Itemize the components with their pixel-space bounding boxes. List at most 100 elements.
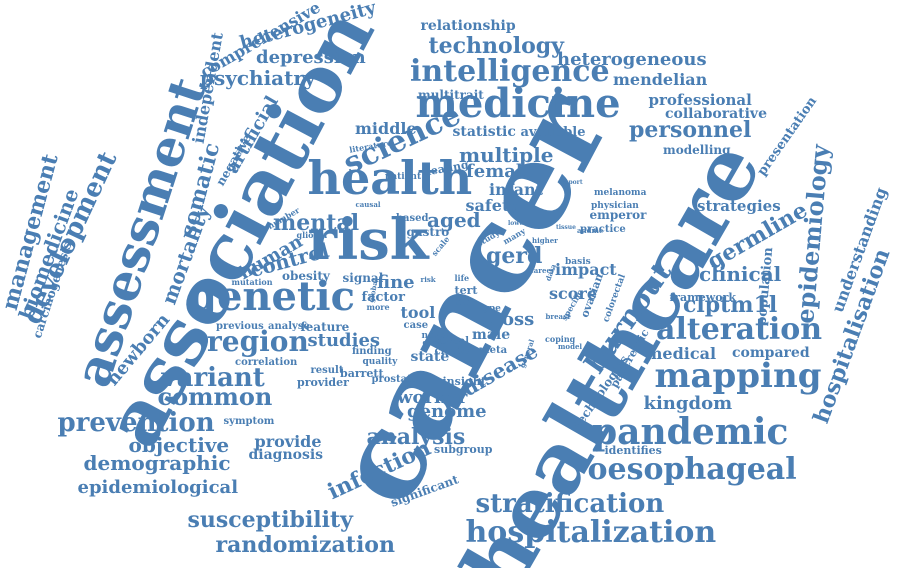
word-objective: objective bbox=[128, 433, 230, 457]
word-epidemiological: epidemiological bbox=[77, 477, 239, 498]
word-mutation: mutation bbox=[231, 277, 273, 287]
word-diagnosis: diagnosis bbox=[248, 447, 324, 463]
word-personnel: personnel bbox=[629, 117, 752, 143]
word-professional: professional bbox=[648, 90, 752, 109]
word-factor: factor bbox=[361, 289, 405, 305]
word-patient: patient bbox=[385, 171, 422, 182]
word-case: case bbox=[403, 320, 429, 331]
word-aged: aged bbox=[427, 208, 481, 232]
word-genome: genome bbox=[407, 401, 487, 422]
word-tert: tert bbox=[454, 283, 478, 297]
word-glioma: glioma bbox=[296, 230, 328, 240]
word-correlation: correlation bbox=[235, 357, 298, 368]
word-depression: depression bbox=[256, 47, 366, 68]
word-gerd: gerd bbox=[486, 243, 543, 269]
word-fine: fine bbox=[377, 272, 415, 293]
word-finding: finding bbox=[352, 346, 392, 357]
word-gastro: gastro bbox=[406, 225, 450, 239]
word-male: male bbox=[472, 327, 511, 343]
word-pandemic: pandemic bbox=[592, 411, 789, 453]
word-multitrait: multitrait bbox=[418, 88, 484, 102]
word-common: common bbox=[157, 382, 273, 411]
word-statistic: statistic bbox=[452, 124, 516, 140]
word-available: available bbox=[520, 124, 586, 140]
word-epidemiology: epidemiology bbox=[790, 143, 835, 325]
word-medical: medical bbox=[645, 344, 717, 363]
word-higher: higher bbox=[532, 235, 558, 245]
word-clinical: clinical bbox=[699, 262, 782, 286]
word-barrett: barrett bbox=[340, 366, 384, 380]
word-genetic: genetic bbox=[189, 273, 355, 320]
word-feature: feature bbox=[300, 320, 350, 334]
word-reveal: reveal bbox=[435, 336, 470, 347]
word-life: life bbox=[454, 273, 470, 283]
word-prostate: prostate bbox=[371, 374, 419, 385]
word-obesity: obesity bbox=[282, 269, 330, 283]
word-sar: sar bbox=[455, 297, 473, 308]
word-result: result bbox=[310, 365, 344, 376]
word-mental: mental bbox=[273, 210, 360, 236]
word-framework: framework bbox=[669, 290, 737, 304]
word-type: type bbox=[479, 303, 501, 314]
word-region: region bbox=[207, 325, 309, 358]
word-report: report bbox=[561, 179, 583, 186]
word-risk-small: risk bbox=[420, 274, 436, 284]
word-cross: cross bbox=[481, 309, 535, 330]
word-signal: signal bbox=[342, 271, 384, 285]
word-state: state bbox=[410, 349, 450, 365]
word-causal: causal bbox=[355, 199, 381, 209]
word-andme: andme bbox=[577, 225, 604, 235]
word-alteration: alteration bbox=[656, 312, 823, 347]
word-symptom: symptom bbox=[223, 416, 275, 427]
word-quality: quality bbox=[362, 356, 398, 367]
word-modelling: modelling bbox=[663, 143, 731, 157]
word-melanoma: melanoma bbox=[594, 187, 647, 198]
word-identifies: identifies bbox=[604, 443, 662, 457]
word-previous: previous bbox=[216, 321, 264, 332]
word-breast: breast bbox=[545, 311, 571, 321]
word-strategies: strategies bbox=[697, 196, 781, 215]
word-provide: provide bbox=[254, 432, 322, 451]
word-compared: compared bbox=[732, 345, 810, 361]
word-oesophageal: oesophageal bbox=[587, 452, 797, 487]
word-lower: lower bbox=[508, 220, 527, 227]
word-tissue: tissue bbox=[556, 224, 576, 231]
word-kingdom: kingdom bbox=[643, 393, 733, 414]
word-more: more bbox=[366, 302, 390, 312]
word-basis: basis bbox=[565, 256, 591, 267]
word-medicine: medicine bbox=[415, 80, 621, 127]
word-analyse: analyse bbox=[268, 321, 310, 332]
word-gwas: gwas bbox=[422, 337, 442, 347]
word-clothe: clothe bbox=[434, 346, 470, 357]
word-novel: novel bbox=[421, 330, 449, 341]
word-safety: safety bbox=[465, 196, 519, 215]
word-model: model bbox=[558, 341, 583, 351]
word-demographic: demographic bbox=[83, 451, 231, 475]
word-hospitalization: hospitalization bbox=[465, 515, 717, 550]
word-career: career bbox=[529, 265, 555, 275]
word-coping: coping bbox=[545, 334, 576, 344]
word-analysis: analysis bbox=[366, 424, 466, 450]
word-collaborative: collaborative bbox=[665, 106, 767, 122]
word-risk: risk bbox=[307, 207, 429, 273]
word-psychiatry: psychiatry bbox=[200, 66, 316, 90]
word-subgroup: subgroup bbox=[434, 442, 493, 456]
word-multiple: multiple bbox=[459, 143, 554, 167]
word-practice: practice bbox=[580, 224, 626, 235]
word-infant: infant bbox=[489, 180, 543, 199]
word-technology: technology bbox=[428, 33, 564, 59]
word-worker: worker bbox=[397, 387, 468, 408]
word-randomization: randomization bbox=[215, 532, 395, 558]
word-health: health bbox=[307, 151, 473, 205]
word-score: score bbox=[549, 284, 598, 303]
word-physician: physician bbox=[591, 200, 639, 211]
word-clptm1l: clptm1l bbox=[683, 292, 778, 318]
word-provider: provider bbox=[297, 375, 349, 389]
word-stratification: stratification bbox=[475, 489, 665, 519]
word-studies: studies bbox=[307, 330, 381, 351]
word-mendelian: mendelian bbox=[613, 70, 708, 89]
word-mapping: mapping bbox=[654, 356, 822, 396]
word-impact: impact bbox=[555, 260, 617, 279]
word-female: female bbox=[466, 161, 535, 182]
